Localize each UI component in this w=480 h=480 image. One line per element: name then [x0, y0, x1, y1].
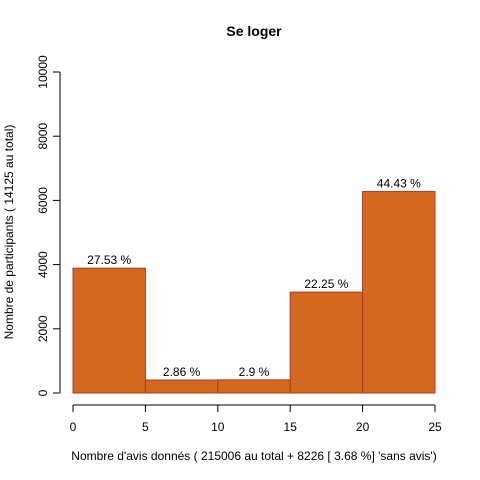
bar-1 [144, 379, 219, 394]
x-tick-label-3: 15 [284, 420, 298, 434]
chart-title: Se loger [226, 23, 282, 39]
x-axis: 0 5 10 15 20 25 [70, 404, 442, 434]
bar-4 [362, 191, 436, 394]
y-axis: 0 2000 4000 6000 8000 10000 [36, 55, 61, 396]
bar-labels-group: 27.53 % 2.86 % 2.9 % 22.25 % 44.43 % [87, 177, 421, 379]
y-tick-label-1: 2000 [36, 315, 50, 342]
x-tick-label-0: 0 [70, 420, 77, 434]
bar-label-3: 22.25 % [304, 277, 348, 291]
x-tick-label-4: 20 [356, 420, 370, 434]
y-tick-label-4: 8000 [36, 123, 50, 150]
y-axis-label: Nombre de participants ( 14125 au total) [2, 125, 16, 340]
y-tick-label-3: 6000 [36, 187, 50, 214]
y-tick-label-2: 4000 [36, 251, 50, 278]
y-tick-label-5: 10000 [36, 55, 50, 89]
bar-2 [217, 379, 291, 394]
x-axis-label: Nombre d'avis donnés ( 215006 au total +… [71, 449, 436, 463]
bar-label-1: 2.86 % [163, 365, 201, 379]
y-tick-label-0: 0 [36, 389, 50, 396]
bar-0 [72, 267, 146, 394]
bars-group [72, 191, 436, 394]
bar-label-0: 27.53 % [87, 253, 131, 267]
bar-label-2: 2.9 % [239, 365, 270, 379]
bar-3 [289, 291, 364, 394]
x-tick-label-1: 5 [142, 420, 149, 434]
bar-label-4: 44.43 % [377, 177, 421, 191]
x-tick-label-2: 10 [211, 420, 225, 434]
x-tick-label-5: 25 [428, 420, 442, 434]
